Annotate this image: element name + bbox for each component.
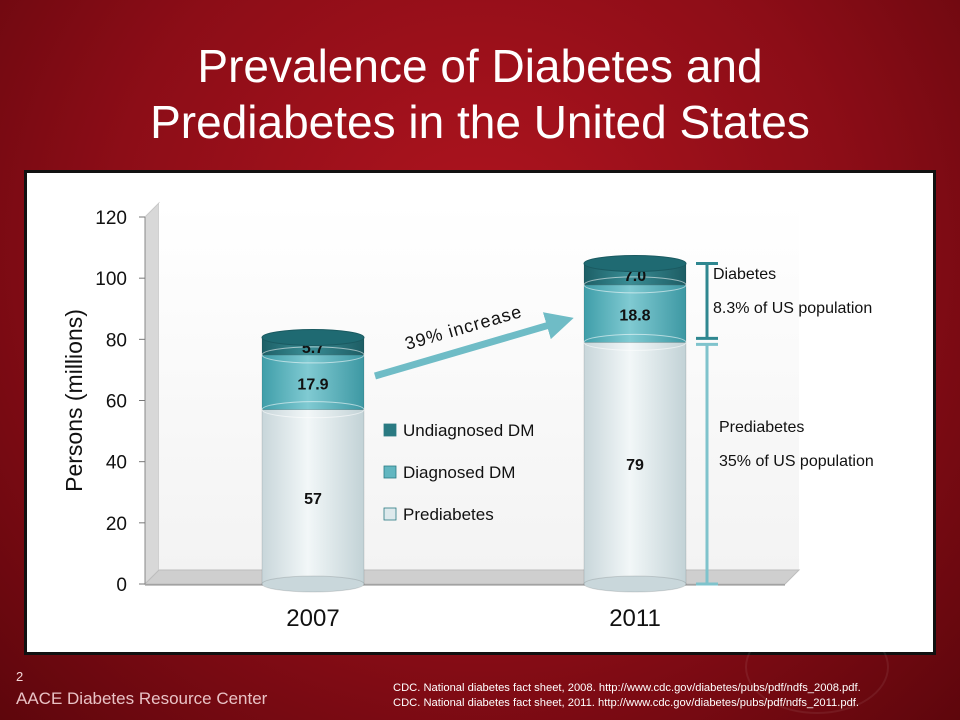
chart-floor bbox=[143, 569, 801, 585]
diabetes-label: Diabetes bbox=[713, 266, 776, 283]
watermark-seal bbox=[745, 620, 889, 714]
page-number: 2 bbox=[16, 669, 24, 684]
bar-top-cap bbox=[261, 328, 365, 346]
y-tick-label: 60 bbox=[106, 392, 127, 413]
y-tick-label: 20 bbox=[106, 514, 127, 535]
data-label: 79 bbox=[626, 457, 644, 474]
bar-base bbox=[583, 575, 687, 593]
y-axis-label: Persons (millions) bbox=[61, 309, 87, 492]
source-line-2: CDC. National diabetes fact sheet, 2011.… bbox=[393, 697, 860, 709]
title-line-1: Prevalence of Diabetes and bbox=[197, 40, 763, 92]
legend-label: Undiagnosed DM bbox=[403, 421, 534, 440]
segment-divider bbox=[261, 401, 365, 419]
x-category-label: 2011 bbox=[609, 605, 661, 632]
chart-side-wall bbox=[144, 201, 160, 586]
bar-top-cap bbox=[583, 254, 687, 272]
title-line-2: Prediabetes in the United States bbox=[150, 96, 810, 148]
segment-divider bbox=[583, 276, 687, 294]
legend-swatch bbox=[383, 507, 397, 521]
bar-segment bbox=[261, 354, 365, 410]
legend-swatch bbox=[383, 465, 397, 479]
footer-org-name: AACE Diabetes Resource Center bbox=[16, 689, 268, 708]
legend-label: Diagnosed DM bbox=[403, 463, 515, 482]
y-tick-label: 0 bbox=[116, 575, 127, 596]
segment-divider bbox=[261, 346, 365, 364]
increase-arrow bbox=[374, 312, 574, 380]
segment-divider bbox=[583, 333, 687, 351]
data-label: 57 bbox=[304, 491, 322, 508]
slide-title: Prevalence of Diabetes and Prediabetes i… bbox=[0, 38, 960, 150]
bar-segment bbox=[261, 409, 365, 585]
prediabetes-label: Prediabetes bbox=[719, 419, 804, 436]
x-category-label: 2007 bbox=[286, 605, 339, 632]
data-label: 7.0 bbox=[624, 268, 646, 285]
legend-label: Prediabetes bbox=[403, 505, 494, 524]
data-label: 17.9 bbox=[297, 376, 328, 393]
bar-segment bbox=[583, 342, 687, 585]
chart-svg: 0 20 40 60 80 100 120 Persons (millions) 2007 201… bbox=[61, 201, 874, 632]
chart-panel: 0 20 40 60 80 100 120 Persons (millions) 2007 201… bbox=[24, 170, 936, 655]
y-tick-label: 80 bbox=[106, 330, 127, 351]
y-tick-label: 40 bbox=[106, 453, 127, 474]
data-label: 18.8 bbox=[619, 308, 650, 325]
bar-segment bbox=[583, 284, 687, 343]
bar-base bbox=[261, 575, 365, 593]
y-tick-label: 120 bbox=[95, 208, 127, 229]
legend-swatch bbox=[383, 423, 397, 437]
y-tick-label: 100 bbox=[95, 269, 127, 290]
source-line-1: CDC. National diabetes fact sheet, 2008.… bbox=[393, 682, 861, 694]
diabetes-pct-label: 8.3% of US population bbox=[713, 300, 872, 317]
prediabetes-pct-label: 35% of US population bbox=[719, 453, 874, 470]
